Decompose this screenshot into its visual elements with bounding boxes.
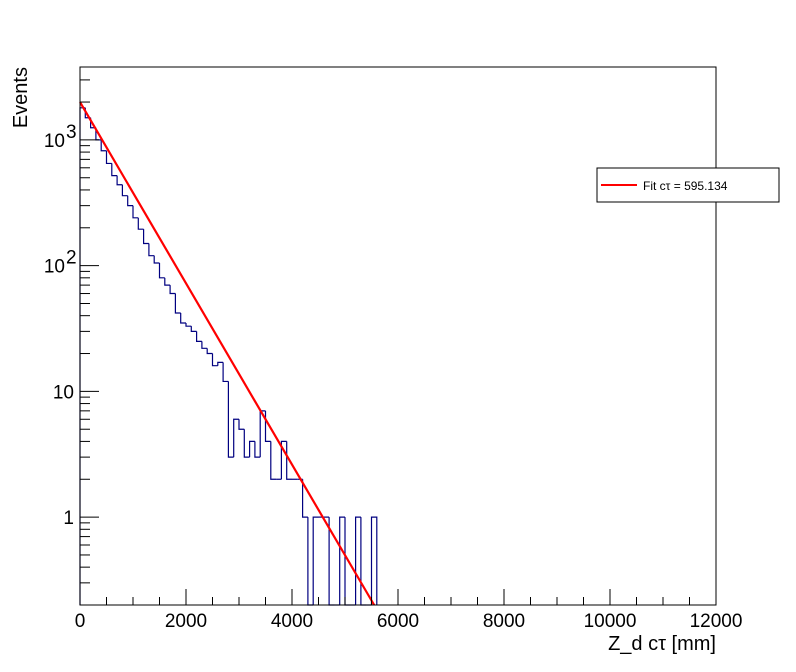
histogram-bin	[217, 361, 224, 366]
histogram-bin	[153, 255, 160, 264]
histogram-bin	[180, 313, 186, 324]
histogram-bin	[100, 139, 107, 152]
x-axis-tick-labels: 0 2000 4000 6000 8000 10000 12000	[75, 611, 743, 632]
x-tick-label: 2000	[165, 611, 207, 632]
histogram-bin	[132, 205, 139, 219]
histogram-bin	[312, 516, 319, 605]
histogram-bin	[190, 326, 197, 332]
histogram-bin	[233, 418, 239, 458]
histogram-bin	[270, 441, 277, 480]
histogram-bin	[158, 262, 165, 279]
y-tick-label-exponent: 2	[66, 248, 77, 269]
legend: Fit cτ = 595.134	[596, 167, 780, 203]
histogram-bin	[105, 150, 112, 165]
histogram-bin	[143, 229, 149, 245]
histogram-bin	[137, 217, 144, 230]
x-tick-label: 12000	[690, 611, 743, 632]
y-tick-label-exponent: 3	[66, 122, 77, 143]
histogram-bin	[116, 175, 123, 186]
x-tick-label: 0	[75, 611, 86, 632]
histogram-bin	[280, 440, 287, 480]
histogram-bin	[196, 331, 202, 342]
x-tick-label: 4000	[271, 611, 313, 632]
histogram-bin	[127, 195, 133, 207]
legend-fit-label: Fit cτ = 595.134	[643, 179, 728, 193]
x-tick-label: 6000	[377, 611, 419, 632]
x-axis-title: Z_d cτ [mm]	[608, 633, 716, 655]
histogram-bin	[169, 285, 176, 295]
histogram-bin	[211, 353, 218, 367]
fit-line	[79, 101, 376, 606]
x-axis-ticks	[79, 589, 717, 605]
histogram-bin	[243, 429, 250, 458]
histogram-bin	[206, 348, 213, 355]
histogram-bin	[164, 277, 171, 286]
histogram-bin	[238, 419, 245, 430]
y-tick-label: 10	[44, 131, 65, 152]
histogram-bin	[227, 381, 234, 458]
histogram-bin	[302, 479, 308, 518]
y-axis-ticks	[80, 79, 99, 606]
histogram-bin	[111, 163, 118, 177]
fit-layer	[79, 101, 376, 606]
histogram-bin	[249, 440, 255, 458]
histogram-bin	[201, 341, 208, 349]
plot-area	[80, 67, 716, 605]
x-tick-label: 8000	[483, 611, 525, 632]
histogram-bin	[370, 516, 378, 605]
histogram-bin	[339, 516, 345, 605]
histogram-bin	[222, 362, 229, 383]
histogram-bin	[185, 322, 192, 327]
y-axis-title: Events	[10, 67, 32, 128]
histogram-bin	[254, 441, 261, 458]
y-tick-label: 1	[63, 508, 74, 529]
x-tick-label: 10000	[584, 611, 637, 632]
histogram-bin	[174, 293, 181, 314]
y-tick-label: 10	[53, 382, 74, 403]
histogram-bin	[355, 516, 361, 605]
histogram-bin	[148, 243, 155, 257]
y-tick-label: 10	[44, 257, 65, 278]
histogram-bin	[121, 184, 128, 197]
